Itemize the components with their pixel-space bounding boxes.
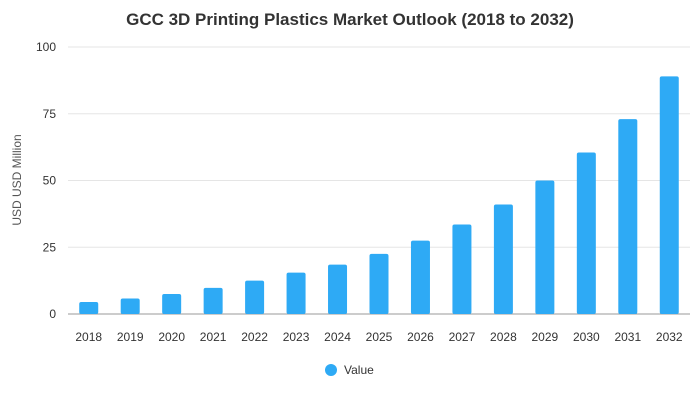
- x-tick-label: 2023: [283, 330, 310, 344]
- x-tick-label: 2024: [324, 330, 351, 344]
- x-tick-label: 2031: [614, 330, 641, 344]
- x-tick-label: 2028: [490, 330, 517, 344]
- x-tick-label: 2018: [75, 330, 102, 344]
- x-tick-label: 2021: [200, 330, 227, 344]
- bar-2019[interactable]: [120, 298, 140, 314]
- y-tick-label: 0: [49, 307, 56, 321]
- y-tick-label: 50: [43, 174, 57, 188]
- legend[interactable]: Value: [325, 363, 374, 377]
- legend-swatch: [325, 364, 337, 376]
- x-tick-label: 2020: [158, 330, 185, 344]
- x-tick-label: 2027: [449, 330, 476, 344]
- bars: [79, 76, 679, 315]
- bar-2021[interactable]: [203, 287, 223, 314]
- bar-2024[interactable]: [328, 264, 348, 314]
- bar-2032[interactable]: [659, 76, 679, 315]
- bar-2025[interactable]: [369, 253, 389, 314]
- bar-2030[interactable]: [576, 152, 596, 314]
- bar-2022[interactable]: [245, 280, 265, 314]
- x-tick-label: 2030: [573, 330, 600, 344]
- y-axis-label: USD USD Million: [10, 134, 24, 225]
- bar-2018[interactable]: [79, 301, 99, 314]
- y-axis-ticks: 0 25 50 75 100: [36, 40, 56, 321]
- bar-2026[interactable]: [410, 240, 430, 314]
- bar-2020[interactable]: [162, 293, 182, 314]
- chart-title: GCC 3D Printing Plastics Market Outlook …: [126, 10, 574, 29]
- bar-2028[interactable]: [493, 204, 513, 314]
- bar-2027[interactable]: [452, 224, 472, 314]
- bar-2029[interactable]: [535, 180, 555, 315]
- x-tick-label: 2022: [241, 330, 268, 344]
- x-tick-label: 2032: [656, 330, 683, 344]
- y-tick-label: 75: [43, 107, 57, 121]
- legend-label: Value: [344, 363, 374, 377]
- y-tick-label: 100: [36, 40, 56, 54]
- x-tick-label: 2019: [117, 330, 144, 344]
- x-tick-label: 2029: [532, 330, 559, 344]
- x-axis-ticks: 2018 2019 2020 2021 2022 2023 2024 2025 2026 2027…: [75, 330, 683, 344]
- x-tick-label: 2026: [407, 330, 434, 344]
- bar-2023[interactable]: [286, 272, 306, 314]
- y-tick-label: 25: [43, 240, 57, 254]
- x-tick-label: 2025: [366, 330, 393, 344]
- bar-2031[interactable]: [618, 119, 638, 314]
